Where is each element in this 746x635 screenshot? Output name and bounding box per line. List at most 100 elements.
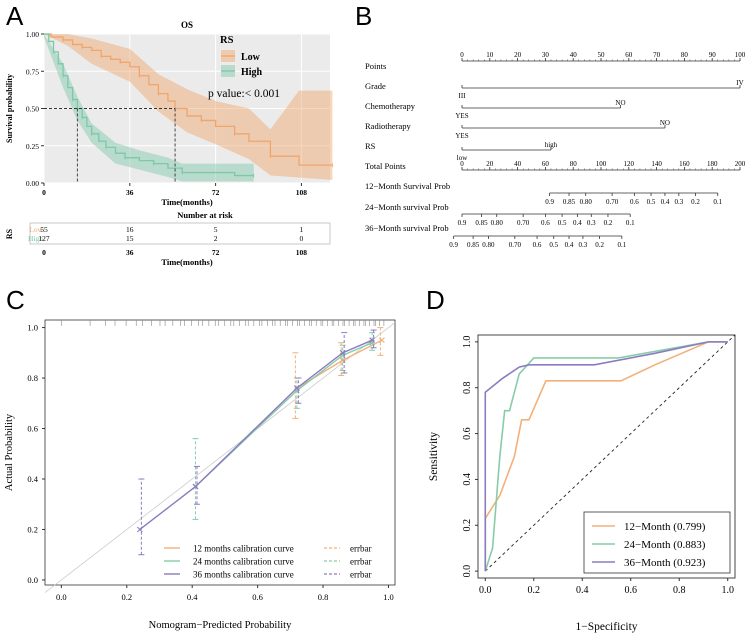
y-tick-label: 0.25 (26, 142, 39, 151)
nomogram-tick-label: 0.80 (580, 198, 593, 206)
y-tick-label: 0.2 (27, 524, 38, 534)
nomogram-tick-label: 20 (514, 51, 522, 59)
risk-table-title: Number at risk (177, 210, 233, 220)
y-tick-label: 0.8 (462, 381, 473, 394)
nomogram-tick-label: 30 (542, 51, 550, 59)
nomogram-tick-label: 0.85 (467, 241, 480, 249)
y-tick-label: 0.75 (26, 67, 39, 76)
nomogram-row-label: Total Points (365, 161, 406, 171)
risk-table-frame (29, 222, 331, 245)
nomogram-tick-label: 0.5 (558, 219, 567, 227)
nomogram-tick-label: 0.2 (691, 198, 700, 206)
panel-d-roc: 0.0 0.2 0.4 0.6 0.8 1.0 0.0 0.2 0.4 0.6 0.8 1.0 1−Sp… (428, 334, 736, 633)
y-tick-label: 0.0 (462, 565, 473, 578)
nomogram-tick-label: 0.3 (674, 198, 683, 206)
risk-x-label: Time(months) (161, 257, 212, 267)
nomogram-tick-label: 0.2 (595, 241, 604, 249)
nomogram-tick-label: 0 (460, 51, 464, 59)
panel-a-survival: OS 0.00 0.25 0.50 0.75 1.00 0 36 72 108 Time(month… (5, 20, 333, 267)
nomogram-tick-label: 0.3 (587, 219, 596, 227)
risk-strata-label: RS (5, 228, 14, 239)
y-tick-label: 0.6 (27, 424, 38, 434)
p-value-text: p value:< 0.001 (208, 88, 280, 100)
nomogram-tick-label: 0.5 (549, 241, 558, 249)
nomogram-row-label: 36−Month survival Prob (365, 223, 449, 233)
nomogram-tick-label: 0.4 (565, 241, 574, 249)
y-tick-label: 0.4 (462, 473, 473, 486)
y-axis-label: Actual Probability (4, 413, 15, 491)
y-tick-label: 0.6 (462, 427, 473, 440)
nomogram-tick-label: 20 (486, 160, 494, 168)
legend-label: 36 months calibration curve (193, 570, 294, 580)
nomogram-tick-label: 0.1 (626, 219, 635, 227)
nomogram-tick-label: 100 (596, 160, 607, 168)
nomogram-tick-label: 100 (735, 51, 746, 59)
x-tick-label: 0.0 (56, 592, 67, 602)
legend-errbar-label: errbar (350, 557, 371, 567)
nomogram-tick-label: 180 (707, 160, 718, 168)
risk-x-tick: 0 (42, 248, 46, 257)
calibration-point (192, 483, 199, 490)
x-tick-label: 0.2 (121, 592, 132, 602)
risk-x-tick: 36 (126, 248, 134, 257)
roc-curve-24 (484, 341, 728, 572)
nomogram-tick-label: 0.85 (475, 219, 488, 227)
panel-c-calibration: 0.0 0.2 0.4 0.6 0.8 1.0 0.0 0.2 0.4 0.6 0.8 1.0 Nomo… (4, 319, 396, 631)
high-confidence-band (44, 34, 254, 182)
calibration-curve-36 (139, 339, 373, 531)
y-tick-label: 0.2 (462, 519, 473, 532)
legend-label: 36−Month (0.923) (624, 557, 706, 569)
risk-count: 5 (214, 225, 218, 234)
roc-curve-36 (484, 341, 728, 572)
risk-count: 55 (40, 225, 48, 234)
nomogram-tick-label: 0.5 (647, 198, 656, 206)
panel-label-d: D (426, 285, 445, 315)
nomogram-row-label: Radiotherapy (365, 121, 412, 131)
nomogram-tick-label: YES (455, 112, 468, 120)
risk-count: 127 (38, 234, 50, 243)
nomogram-tick-label: 80 (570, 160, 578, 168)
nomogram-tick-label: 60 (625, 51, 633, 59)
nomogram-tick-label: 60 (542, 160, 550, 168)
risk-row-label: Low (29, 225, 43, 234)
calibration-point (293, 385, 300, 392)
nomogram-tick-label: 40 (514, 160, 522, 168)
nomogram-tick-label: low (457, 154, 468, 162)
panel-label-c: C (6, 285, 25, 315)
y-tick-label: 1.0 (27, 323, 38, 333)
calibration-point (339, 349, 346, 356)
nomogram-tick-label: 0.70 (509, 241, 522, 249)
nomogram-tick-label: YES (455, 132, 468, 140)
legend-label: 24−Month (0.883) (624, 539, 706, 551)
panel-label-b: B (355, 1, 372, 31)
risk-count: 2 (214, 234, 218, 243)
nomogram-tick-label: 10 (486, 51, 494, 59)
x-tick-label: 0.4 (576, 585, 589, 596)
plot-frame (44, 319, 396, 586)
nomogram-tick-label: 40 (570, 51, 578, 59)
y-tick-label: 0.50 (26, 105, 39, 114)
nomogram-tick-label: 0.9 (545, 198, 554, 206)
risk-x-tick: 108 (296, 248, 308, 257)
legend-title: RS (220, 35, 234, 46)
nomogram-tick-label: 0.80 (491, 219, 504, 227)
nomogram-row-label: 12−Month Survival Prob (365, 181, 450, 191)
y-tick-label: 0.8 (27, 373, 38, 383)
y-tick-label: 1.0 (462, 336, 473, 349)
x-tick-label: 72 (212, 188, 220, 197)
y-axis-label: Sensitivity (428, 432, 440, 481)
x-tick-label: 108 (296, 188, 308, 197)
panel-label-a: A (6, 1, 24, 31)
legend-label-high: High (241, 67, 263, 78)
nomogram-tick-label: 0.9 (458, 219, 467, 227)
nomogram-tick-label: 50 (598, 51, 606, 59)
nomogram-tick-label: 0.85 (563, 198, 576, 206)
risk-count: 15 (126, 234, 134, 243)
risk-count: 0 (300, 234, 304, 243)
plot-frame (477, 334, 736, 579)
x-tick-label: 0.8 (318, 592, 329, 602)
nomogram-tick-label: 0.70 (606, 198, 619, 206)
legend-box (583, 511, 731, 574)
nomogram-row-label: 24−Month survival Prob (365, 202, 449, 212)
legend-label: 12−Month (0.799) (624, 521, 706, 533)
